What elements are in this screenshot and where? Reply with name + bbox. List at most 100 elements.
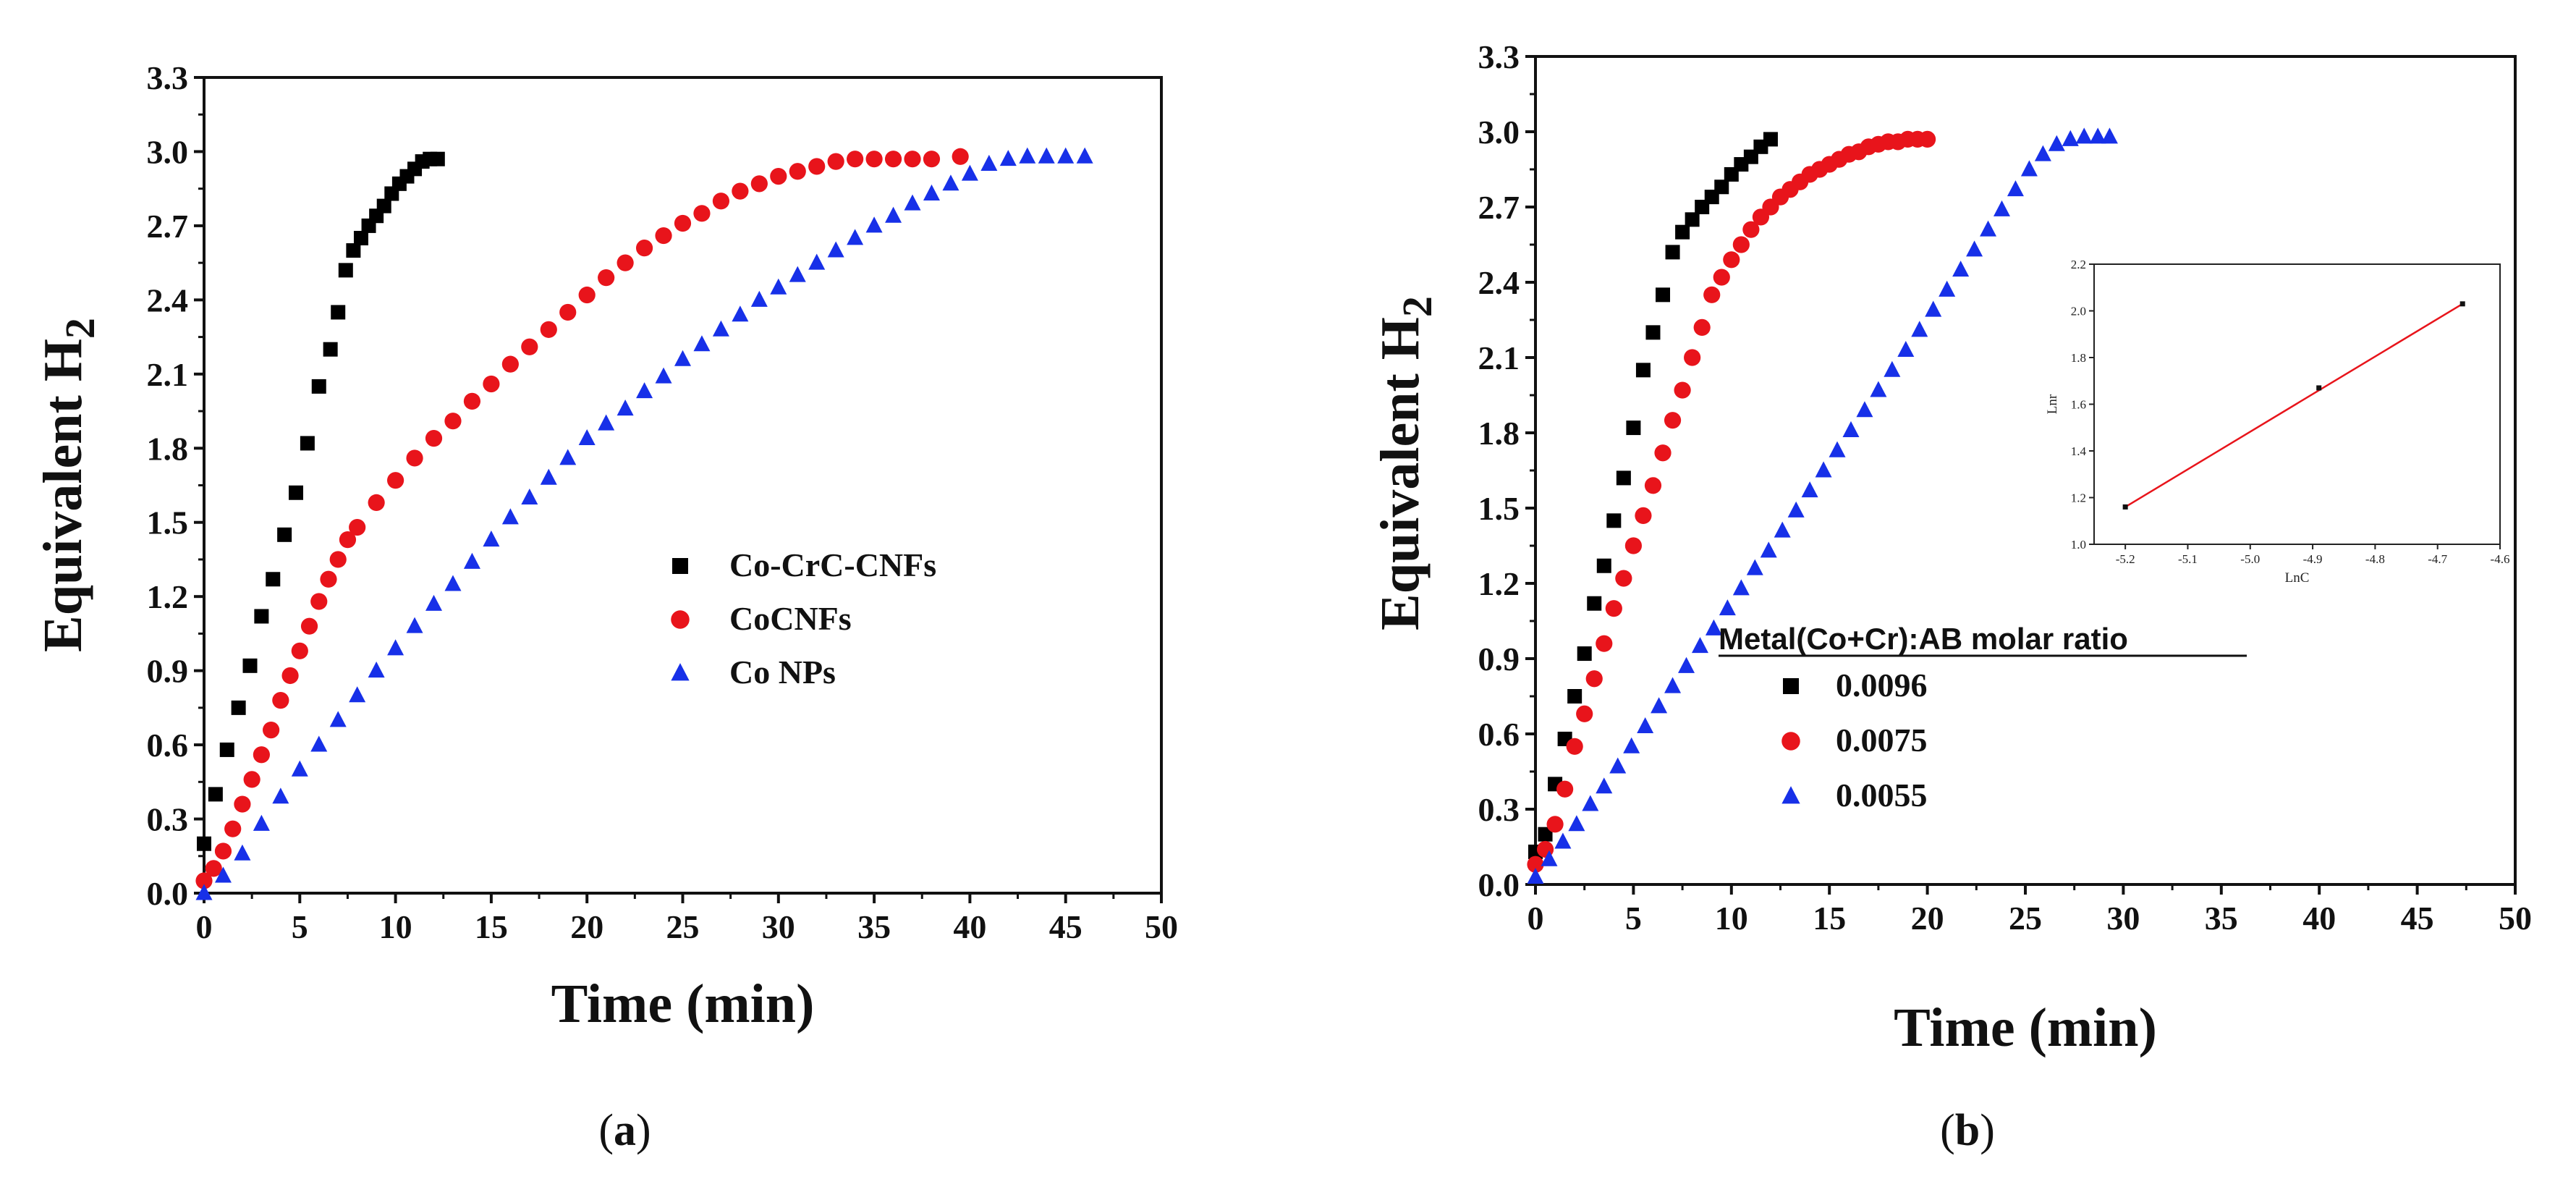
y-tick-label: 1.2 (147, 578, 189, 615)
data-point (1801, 481, 1818, 498)
data-point (2020, 160, 2038, 177)
data-point (732, 305, 749, 322)
inset-chart: -5.2 -5.1 -5.0 -4.9 -4.8 -4.7 -4.6 1.0 1.2 1.4 1.6… (2045, 258, 2509, 586)
panel-a: 0.0 0.3 0.6 0.9 1.2 1.5 1.8 2.1 2.4 2.7 3.0 3.3 0 5 10… (33, 59, 1178, 1155)
data-point (923, 184, 940, 200)
legend-marker (1783, 678, 1799, 694)
data-point (1596, 635, 1613, 652)
data-point (1675, 224, 1690, 240)
data-point (789, 163, 806, 180)
data-point (224, 820, 242, 837)
data-point (1038, 147, 1055, 164)
x-tick-label: 0 (196, 908, 213, 945)
y-tick-label: 2.1 (147, 356, 189, 393)
data-point (329, 551, 347, 568)
data-point (521, 338, 538, 355)
inset-x-tick-label: -5.0 (2240, 552, 2260, 566)
data-point (1939, 280, 1956, 297)
x-tick-label: 5 (292, 908, 308, 945)
series-CoCNFs (195, 148, 969, 890)
data-point (430, 151, 445, 166)
data-point (827, 241, 844, 258)
y-tick-label: 0.0 (147, 875, 189, 912)
data-point (1566, 738, 1583, 755)
data-point (598, 269, 615, 287)
inset-data-point (2316, 385, 2322, 391)
legend-label: Co-CrC-CNFs (729, 546, 936, 583)
data-point (1870, 381, 1887, 397)
data-point (444, 575, 462, 591)
data-point (1623, 737, 1640, 753)
x-tick-label: 50 (2499, 900, 2532, 937)
data-point (693, 205, 711, 222)
data-point (1654, 444, 1672, 462)
data-point (214, 866, 232, 883)
y-tick-label: 3.0 (147, 133, 189, 170)
data-point (266, 572, 281, 587)
data-point (1674, 381, 1691, 399)
data-point (406, 617, 423, 633)
data-point (885, 206, 902, 223)
data-point (750, 175, 768, 193)
inset-y-tick-label: 1.4 (2071, 444, 2087, 458)
data-point (1884, 360, 1901, 377)
x-tick-label: 10 (1715, 900, 1748, 937)
data-point (1678, 656, 1695, 673)
series-0.0075 (1527, 130, 1936, 873)
data-point (808, 253, 826, 270)
data-point (1585, 670, 1603, 688)
x-tick-label: 0 (1528, 900, 1544, 937)
data-point (387, 639, 404, 656)
data-point (1587, 596, 1602, 611)
legend-marker (671, 610, 690, 629)
data-point (1546, 816, 1564, 833)
data-point (1651, 697, 1668, 714)
data-point (1665, 245, 1680, 260)
data-point (501, 355, 519, 373)
data-point (865, 216, 883, 233)
data-point (1919, 130, 1936, 148)
data-point (1684, 349, 1701, 366)
data-point (1732, 236, 1750, 253)
x-tick-label: 45 (2401, 900, 2434, 937)
data-point (1815, 461, 1832, 478)
x-tick-label: 35 (2205, 900, 2238, 937)
data-point (1760, 541, 1777, 558)
data-point (1925, 300, 1942, 317)
data-point (559, 303, 577, 321)
data-point (272, 692, 289, 709)
data-point (1527, 868, 1544, 884)
data-point (2062, 130, 2079, 146)
legend-marker (1781, 786, 1800, 804)
y-tick-label: 2.1 (1478, 339, 1520, 376)
data-point (559, 449, 577, 465)
inset-x-tick-label: -4.8 (2365, 552, 2385, 566)
data-point (254, 609, 269, 624)
legend-title: Metal(Co+Cr):AB molar ratio (1719, 622, 2128, 656)
y-tick-label: 2.7 (147, 208, 189, 245)
y-tick-label: 3.0 (1478, 114, 1520, 151)
legend: Metal(Co+Cr):AB molar ratio 0.0096 0.0075 0… (1719, 622, 2247, 814)
series-0.0096 (1528, 132, 1778, 859)
data-point (1538, 827, 1553, 842)
data-point (231, 700, 246, 715)
inset-fit-line (2124, 303, 2463, 508)
data-point (1693, 318, 1711, 336)
x-tick-label: 50 (1145, 908, 1178, 945)
inset-x-tick-label: -5.1 (2178, 552, 2198, 566)
data-point (827, 153, 844, 170)
data-point (2048, 135, 2065, 151)
data-point (712, 320, 729, 337)
data-point (195, 872, 213, 890)
data-point (980, 154, 998, 171)
inset-x-tick-label: -4.9 (2303, 552, 2323, 566)
data-point (253, 814, 270, 831)
data-point (253, 746, 270, 764)
data-point (1732, 579, 1750, 596)
x-tick-label: 40 (953, 908, 986, 945)
inset-x-tick-label: -4.7 (2428, 552, 2447, 566)
data-point (1980, 220, 1997, 237)
panel-caption: (a) (598, 1106, 651, 1155)
data-point (1705, 619, 1722, 635)
